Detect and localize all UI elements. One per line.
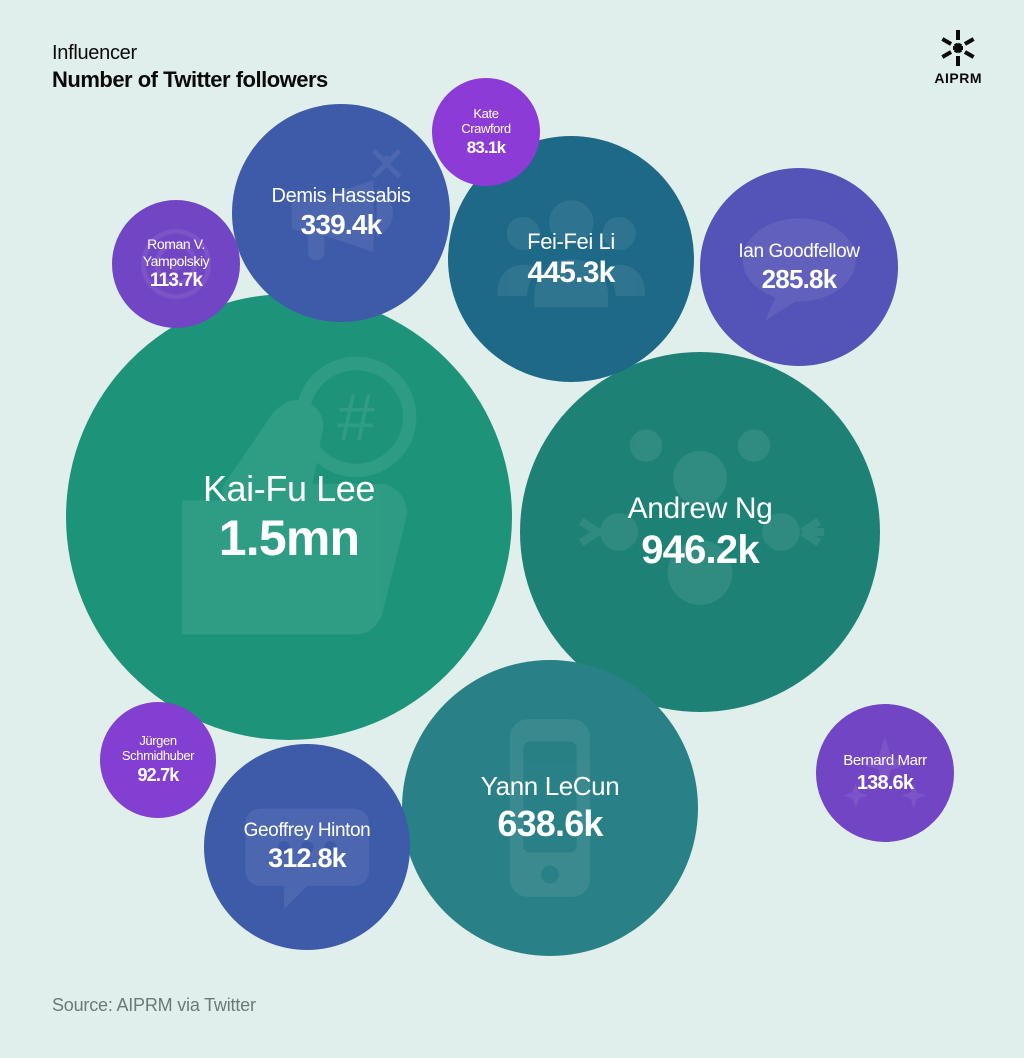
bubble-name: Geoffrey Hinton <box>244 820 371 842</box>
bubble-value: 946.2k <box>641 528 759 572</box>
svg-text:#: # <box>337 380 374 455</box>
bubble-value: 312.8k <box>268 844 346 874</box>
bubble-chart: #Kai-Fu Lee1.5mnAndrew Ng946.2kYann LeCu… <box>0 0 1024 1058</box>
bubble-demis: Demis Hassabis339.4k <box>232 104 450 322</box>
bubble-value: 138.6k <box>857 772 913 794</box>
bubble-value: 1.5mn <box>219 511 360 566</box>
bubble-name: Roman V. Yampolskiy <box>143 236 210 268</box>
bubble-value: 285.8k <box>762 265 837 294</box>
bubble-name: Yann LeCun <box>481 772 620 802</box>
bubble-value: 83.1k <box>467 139 506 158</box>
bubble-name: Andrew Ng <box>628 492 773 527</box>
bubble-goodfellow: Ian Goodfellow285.8k <box>700 168 898 366</box>
bubble-name: Bernard Marr <box>843 752 927 769</box>
chart-source: Source: AIPRM via Twitter <box>52 995 256 1016</box>
bubble-bernard: Bernard Marr 138.6k <box>816 704 954 842</box>
bubble-name: Kate Crawford <box>461 107 511 137</box>
bubble-value: 638.6k <box>497 804 602 844</box>
bubble-name: Fei-Fei Li <box>527 229 615 254</box>
bubble-jurgen: Jürgen Schmidhuber92.7k <box>100 702 216 818</box>
bubble-yannlecun: Yann LeCun638.6k <box>402 660 698 956</box>
bubble-value: 92.7k <box>137 766 178 786</box>
bubble-value: 339.4k <box>301 210 382 241</box>
bubble-name: Kai-Fu Lee <box>203 468 375 509</box>
bubble-kate: Kate Crawford 83.1k <box>432 78 540 186</box>
bubble-roman: Roman V. Yampolskiy 113.7k <box>112 200 240 328</box>
bubble-name: Ian Goodfellow <box>738 241 859 263</box>
bubble-name: Demis Hassabis <box>272 185 411 208</box>
bubble-hinton: Geoffrey Hinton312.8k <box>204 744 410 950</box>
bubble-andrewng: Andrew Ng946.2k <box>520 352 880 712</box>
bubble-name: Jürgen Schmidhuber <box>122 734 194 764</box>
bubble-kaifu: # Kai-Fu Lee1.5mn <box>66 294 512 740</box>
bubble-value: 113.7k <box>150 271 202 292</box>
bubble-value: 445.3k <box>528 256 615 289</box>
